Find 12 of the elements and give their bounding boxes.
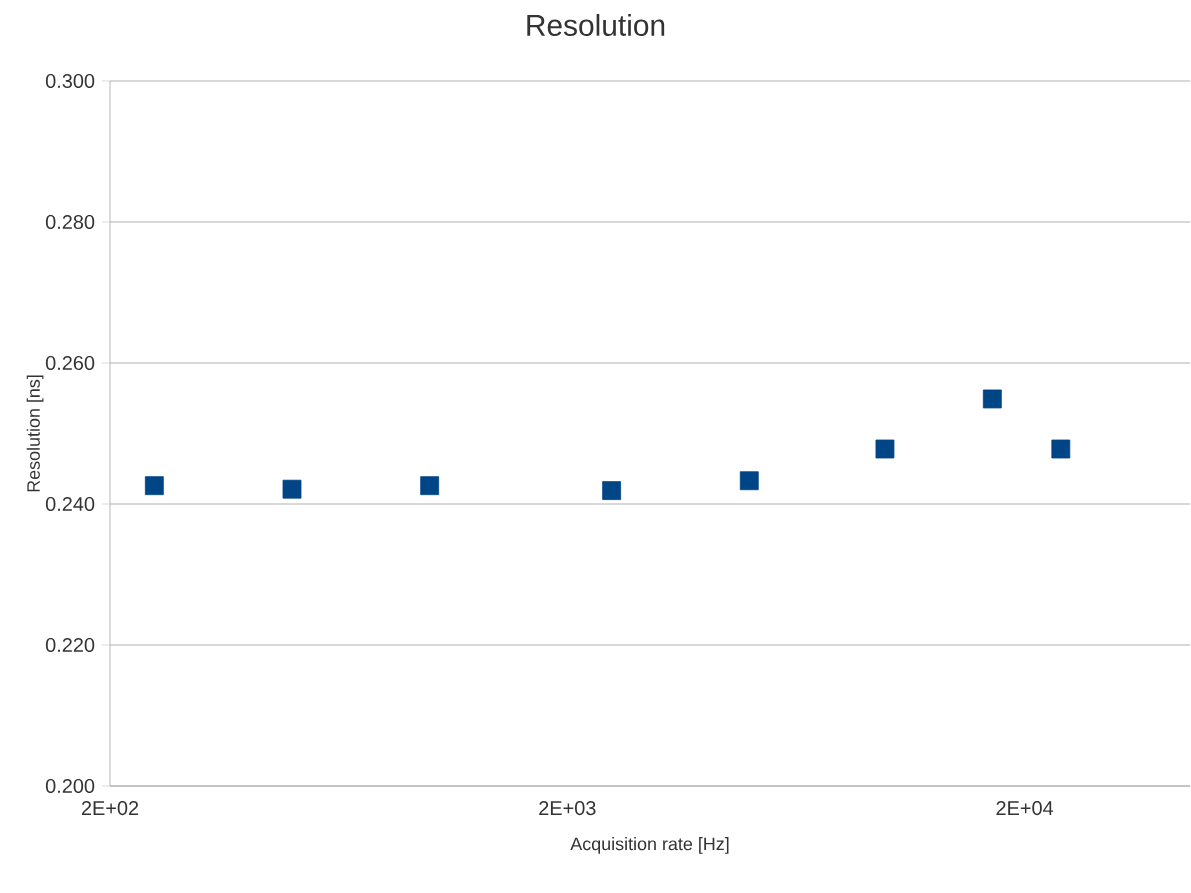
chart-title: Resolution (527, 14, 665, 36)
y-axis-title: Resolution [ns] (26, 375, 44, 492)
x-tick-label: 2E+04 (996, 801, 1054, 816)
y-tick-label: 0.240 (45, 496, 95, 512)
y-tick-label: 0.200 (45, 778, 95, 794)
x-axis-title: Acquisition rate [Hz] (570, 837, 729, 854)
x-tick-label: 2E+03 (539, 801, 596, 816)
y-tick-label: 0.280 (45, 214, 95, 230)
y-tick-label: 0.220 (45, 637, 95, 653)
x-tick-label: 2E+02 (81, 801, 139, 816)
y-tick-label: 0.300 (45, 73, 95, 89)
y-tick-label: 0.260 (45, 355, 95, 371)
